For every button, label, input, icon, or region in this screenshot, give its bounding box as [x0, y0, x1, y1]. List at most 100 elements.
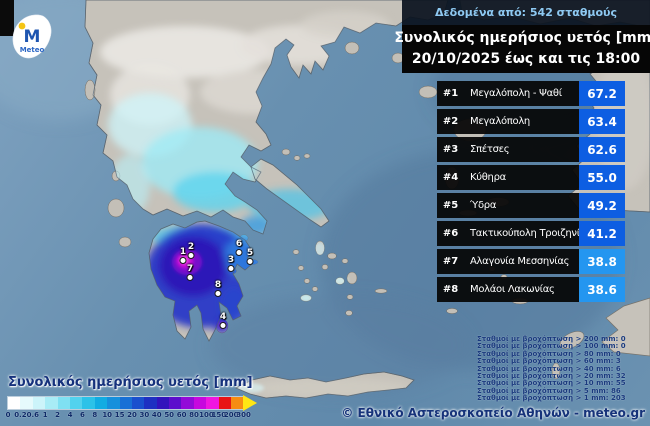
legend-segment: [206, 396, 219, 409]
legend-segment: [20, 396, 33, 409]
legend-segment: [119, 396, 132, 409]
legend-segment: [107, 396, 120, 409]
data-source-bar: Δεδομένα από: 542 σταθμούς: [402, 0, 650, 25]
legend-segment: [8, 396, 21, 409]
title-line1: Συνολικός ημερήσιος υετός [mm]: [394, 30, 650, 46]
station-value: 55.0: [579, 165, 625, 190]
title-box: Συνολικός ημερήσιος υετός [mm] 20/10/202…: [394, 25, 650, 73]
legend-segment: [57, 396, 70, 409]
legend-tick: 15: [114, 411, 125, 419]
title-line2: 20/10/2025 έως και τις 18:00: [411, 51, 641, 67]
ranking-row: #8 Μολάοι Λακωνίας 38.6: [437, 277, 625, 302]
legend-tick: 10: [102, 411, 113, 419]
station-name: Μεγαλόπολη: [464, 109, 579, 134]
legend-ticks: 0 0.2 0.6 1 2 4 6 8 10 15 20 30 40 50 60 80 100 150 200 300: [5, 411, 288, 421]
stat-line: Σταθμοί με βροχόπτωση > 80 mm: 0: [477, 349, 621, 358]
station-name: Κύθηρα: [464, 165, 579, 190]
station-name: Σπέτσες: [464, 137, 579, 162]
legend-tick: 4: [67, 411, 73, 419]
legend: Συνολικός ημερήσιος υετός [mm] 0 0.2 0.6 1 2…: [5, 375, 288, 421]
legend-segment: [82, 396, 95, 409]
station-value: 62.6: [579, 137, 625, 162]
legend-arrow: [243, 394, 258, 411]
station-value: 38.8: [579, 249, 625, 274]
logo-sun-icon: [18, 22, 26, 30]
station-name: Μολάοι Λακωνίας: [464, 277, 579, 302]
stat-line: Σταθμοί με βροχόπτωση > 40 mm: 6: [477, 364, 621, 373]
legend-tick: 50: [164, 411, 175, 419]
legend-segment: [94, 396, 108, 409]
legend-tick: 20: [127, 411, 137, 419]
station-value: 63.4: [579, 109, 625, 134]
data-source-text: Δεδομένα από: 542 σταθμούς: [435, 6, 617, 19]
ranking-row: #6 Τακτικούπολη Τροιζηνίας 41.2: [437, 221, 625, 246]
meteo-logo-icon: M Meteo: [12, 14, 52, 59]
legend-segment: [45, 396, 58, 409]
legend-segment: [156, 396, 170, 409]
station-value: 67.2: [579, 81, 625, 106]
legend-tick: 0: [5, 411, 11, 419]
station-name: Ύδρα: [464, 193, 579, 218]
rank-badge: #1: [437, 81, 464, 106]
legend-segment: [218, 396, 232, 409]
rank-badge: #3: [437, 137, 464, 162]
meteo-logo[interactable]: M Meteo: [8, 12, 56, 62]
legend-tick: 6: [79, 411, 85, 419]
rank-badge: #5: [437, 193, 464, 218]
legend-segment: [131, 396, 145, 409]
ranking-row: #3 Σπέτσες 62.6: [437, 137, 625, 162]
legend-segment: [169, 396, 182, 409]
ranking-row: #2 Μεγαλόπολη 63.4: [437, 109, 625, 134]
legend-tick: 2: [55, 411, 61, 419]
station-value: 49.2: [579, 193, 625, 218]
stat-line: Σταθμοί με βροχόπτωση > 20 mm: 32: [477, 372, 626, 381]
station-name: Αλαγονία Μεσσηνίας: [464, 249, 579, 274]
stat-line: Σταθμοί με βροχόπτωση > 5 mm: 86: [477, 386, 621, 395]
legend-title: Συνολικός ημερήσιος υετός [mm]: [8, 375, 253, 390]
stat-line: Σταθμοί με βροχόπτωση > 10 mm: 55: [477, 379, 626, 388]
legend-segment: [144, 396, 157, 409]
legend-segment: [69, 396, 83, 409]
logo-monogram: M: [24, 27, 41, 47]
legend-segment: [32, 396, 46, 409]
station-value: 41.2: [579, 221, 625, 246]
logo-brand-text: Meteo: [20, 46, 45, 54]
rank-badge: #6: [437, 221, 464, 246]
corner-black-bar: [0, 0, 14, 36]
legend-tick: 1: [42, 411, 48, 419]
legend-tick: 80: [189, 411, 199, 419]
legend-tick: 200: [223, 411, 239, 419]
stat-line: Σταθμοί με βροχόπτωση > 200 mm: 0: [477, 335, 626, 343]
station-value: 38.6: [579, 277, 625, 302]
legend-segment: [231, 396, 244, 409]
legend-tick: 60: [176, 411, 187, 419]
legend-tick: 150: [211, 411, 227, 419]
ranking-list: #1 Μεγαλόπολη - Ψαθί 67.2 #2 Μεγαλόπολη …: [437, 81, 625, 305]
station-name: Μεγαλόπολη - Ψαθί: [464, 81, 579, 106]
ranking-row: #5 Ύδρα 49.2: [437, 193, 625, 218]
legend-tick: 0.6: [26, 411, 39, 419]
legend-tick: 100: [199, 411, 214, 419]
rank-badge: #4: [437, 165, 464, 190]
stat-line: Σταθμοί με βροχόπτωση > 100 mm: 0: [477, 342, 626, 351]
stat-line: Σταθμοί με βροχόπτωση > 60 mm: 3: [477, 357, 621, 366]
legend-tick: 30: [139, 411, 150, 419]
ranking-row: #1 Μεγαλόπολη - Ψαθί 67.2: [437, 81, 625, 106]
rank-badge: #7: [437, 249, 464, 274]
ranking-row: #7 Αλαγονία Μεσσηνίας 38.8: [437, 249, 625, 274]
copyright-footer[interactable]: © Εθνικό Αστεροσκοπείο Αθηνών - meteo.gr: [341, 406, 645, 420]
rank-badge: #8: [437, 277, 464, 302]
legend-segment: [181, 396, 194, 409]
station-stats: Σταθμοί με βροχόπτωση > 200 mm: 0 Σταθμοί…: [477, 335, 626, 403]
legend-segment: [193, 396, 207, 409]
legend-bar-segments: [6, 395, 245, 410]
legend-tick: 300: [236, 411, 251, 419]
legend-bar: [6, 394, 288, 411]
stat-line: Σταθμοί με βροχόπτωση > 1 mm: 203: [477, 394, 626, 403]
legend-tick: 8: [92, 411, 98, 419]
ranking-row: #4 Κύθηρα 55.0: [437, 165, 625, 190]
legend-tick: 40: [151, 411, 162, 419]
rank-badge: #2: [437, 109, 464, 134]
station-name: Τακτικούπολη Τροιζηνίας: [464, 221, 579, 246]
